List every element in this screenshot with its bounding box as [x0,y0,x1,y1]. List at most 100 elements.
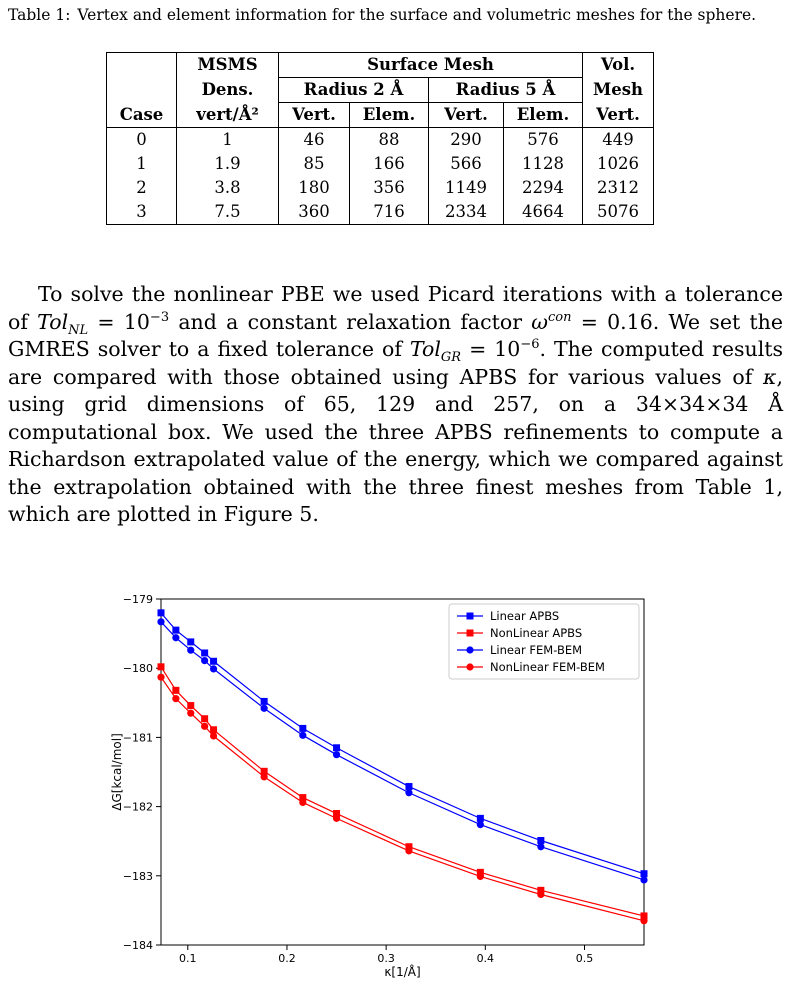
table-caption: Table 1: Vertex and element information … [8,4,783,27]
data-point [537,843,545,851]
cell-vert-r2: 360 [278,200,350,225]
data-point [172,686,180,694]
legend-marker [466,612,474,620]
cell-vol: 449 [602,130,634,149]
math-exp: −6 [520,337,540,353]
cell-vert-r5: 2334 [428,200,504,225]
cell-vert-r5: 1149 [428,176,504,200]
header-vert-vol: Vert. [582,102,654,128]
data-point [299,724,307,732]
data-point [640,917,648,925]
math-tol-nl: Tol [37,309,69,334]
math-tol-gr: Tol [409,337,441,361]
data-point [333,810,341,818]
cell-elem-r5: 4664 [503,200,583,225]
data-point [201,649,209,657]
data-point [537,886,545,894]
data-point [405,847,413,855]
cell-vert-r5: 290 [428,127,504,152]
body-paragraph: To solve the nonlinear PBE we used Picar… [8,281,783,529]
header-vol: Vol. [600,55,636,75]
math-exp: −3 [149,309,170,325]
cell-dens: 1 [176,127,279,152]
legend-label: Linear APBS [490,609,559,623]
header-vert-unit: vert/Å² [176,102,279,128]
data-point [209,732,218,740]
x-tick-label: 0.3 [377,952,395,965]
cell-elem-r2: 166 [349,152,429,176]
data-point [476,868,484,876]
cell-case: 2 [106,176,177,200]
mesh-table: MSMS Surface Mesh Vol. Dens. Radius 2 Å … [106,52,654,225]
math-tol-nl-sub: NL [68,322,89,338]
y-axis-label: ΔG[kcal/mol] [110,733,124,811]
data-point [640,870,648,878]
header-case: Case [106,102,177,128]
header-dens: Dens. [176,77,279,103]
header-msms: MSMS [176,52,279,78]
data-point [172,695,180,703]
data-point [209,665,218,673]
data-point [157,673,165,681]
cell-dens: 1.9 [176,152,279,176]
data-point [476,814,484,822]
data-point [405,789,413,797]
text-run: and a constant relaxation factor [169,309,532,334]
header-elem-r5: Elem. [503,102,583,128]
text-run: . The computed results are compared with… [8,337,784,389]
cell-vol: 5076 [597,202,639,221]
math-omega-sup: con [547,309,572,325]
header-elem-r2: Elem. [349,102,429,128]
data-point [157,663,165,671]
caption-label: Table 1: [8,6,71,24]
data-point [640,876,648,884]
cell-elem-r5: 1128 [503,152,583,176]
data-point [299,798,307,807]
data-point [187,638,195,646]
legend-marker [466,646,474,654]
data-point [332,814,341,822]
cell-vert-r2: 46 [278,127,350,152]
header-radius-5: Radius 5 Å [428,77,583,103]
text-run: To solve the nonlinear PBE we used Picar… [8,282,783,334]
caption-text: Vertex and element information for the s… [77,6,757,24]
text-run: , using grid dimensions of 65, 129 and 2… [8,364,783,527]
cell-elem-r5: 2294 [503,176,583,200]
header-surface-mesh: Surface Mesh [278,52,583,78]
data-point [210,657,218,665]
y-tick-label: −179 [123,593,153,606]
table-row: 3 7.5 360 716 2334 4664 5076 [106,200,654,225]
series-line [160,676,645,922]
cell-vert-r2: 180 [278,176,350,200]
cell-vol: 2312 [597,178,639,197]
table-row: 1 1.9 85 166 566 1128 1026 [106,152,654,176]
text-run: = 10 [88,309,150,334]
text-run: = 0.16. We set the GMRES solver to a fix… [8,309,783,362]
legend-box [448,603,640,680]
cell-vol: 1026 [597,154,639,173]
x-tick-label: 0.5 [576,952,594,965]
data-point [187,702,195,710]
legend-marker [466,663,474,671]
data-point [157,618,165,626]
cell-case: 3 [106,200,177,225]
y-tick-label: −184 [123,939,153,952]
table-row: 0 1 46 88 290 576 449 [106,127,654,152]
data-point [476,872,484,881]
cell-case: 1 [106,152,177,176]
data-point [640,912,648,920]
cell-vert-r5: 566 [428,152,504,176]
cell-dens: 3.8 [176,176,279,200]
data-point [537,837,545,845]
text-run: = 10 [461,337,521,361]
cell-elem-r2: 716 [349,200,429,225]
legend-label: Linear FEM-BEM [490,643,582,657]
data-point [157,609,165,617]
table-row: 2 3.8 180 356 1149 2294 2312 [106,176,654,200]
data-point [260,773,268,781]
data-point [210,726,218,734]
data-point [299,794,307,802]
cell-elem-r2: 356 [349,176,429,200]
data-point [187,646,195,654]
energy-chart: 0.1 0.2 0.3 0.4 0.5 −184 −183 −182 −181 −180 −179 κ… [110,593,648,979]
